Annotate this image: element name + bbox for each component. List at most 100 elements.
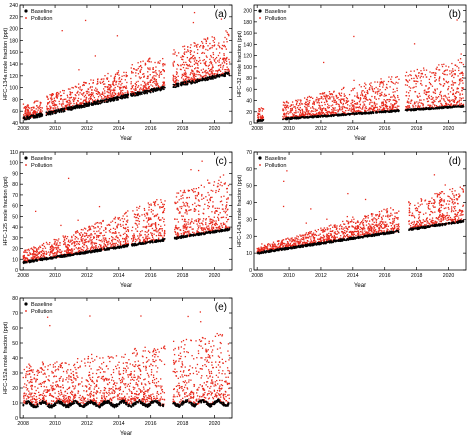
pollution-point: [432, 72, 435, 74]
pollution-point: [378, 98, 380, 100]
baseline-point: [32, 116, 35, 119]
pollution-point: [452, 89, 455, 91]
pollution-point: [106, 77, 109, 79]
pollution-point: [458, 78, 461, 81]
pollution-point: [175, 233, 177, 235]
pollution-point: [59, 241, 61, 244]
pollution-point: [298, 115, 300, 117]
pollution-point: [394, 97, 396, 99]
pollution-point: [214, 58, 217, 60]
pollution-point: [140, 84, 142, 86]
y-tick-label: 180: [243, 20, 252, 26]
pollution-point: [172, 64, 174, 66]
baseline-point: [62, 107, 64, 110]
pollution-point: [428, 97, 430, 99]
pollution-point: [173, 61, 175, 63]
pollution-point: [345, 100, 347, 102]
pollution-point: [304, 112, 307, 114]
pollution-point: [430, 95, 433, 98]
pollution-point: [115, 83, 117, 86]
pollution-point: [188, 233, 190, 235]
pollution-point: [364, 110, 366, 112]
pollution-point: [312, 107, 314, 109]
pollution-point: [75, 102, 78, 104]
pollution-point: [47, 102, 49, 104]
pollution-point: [302, 115, 305, 117]
pollution-point: [195, 67, 197, 69]
pollution-point: [258, 110, 260, 112]
pollution-point: [423, 90, 425, 92]
pollution-point: [49, 108, 51, 110]
pollution-point: [182, 215, 184, 217]
pollution-point: [226, 221, 228, 223]
baseline-point: [160, 88, 163, 91]
pollution-point: [83, 103, 85, 106]
pollution-point: [360, 94, 362, 96]
baseline-point: [321, 115, 324, 117]
pollution-point: [104, 237, 106, 239]
pollution-point: [456, 65, 458, 68]
pollution-point: [369, 83, 371, 85]
pollution-point: [228, 34, 230, 37]
pollution-point: [145, 212, 148, 214]
pollution-point: [217, 54, 220, 57]
baseline-point: [416, 108, 418, 111]
baseline-point: [390, 111, 393, 113]
pollution-point: [212, 66, 214, 68]
pollution-point: [441, 105, 443, 107]
pollution-point: [104, 86, 106, 88]
baseline-point: [101, 99, 104, 102]
pollution-point: [222, 64, 225, 67]
pollution-point: [429, 71, 431, 73]
pollution-point: [355, 107, 357, 109]
pollution-point: [162, 203, 164, 205]
pollution-point: [392, 91, 394, 93]
pollution-point: [365, 98, 367, 101]
pollution-point: [288, 116, 290, 118]
pollution-point: [457, 75, 459, 77]
y-tick-label: 240: [9, 3, 18, 9]
pollution-point: [43, 250, 45, 253]
pollution-point: [121, 82, 123, 85]
pollution-point: [26, 113, 28, 115]
pollution-point: [126, 90, 129, 92]
pollution-point: [155, 79, 157, 81]
pollution-point: [57, 91, 59, 94]
pollution-point: [176, 68, 178, 70]
pollution-point: [62, 89, 64, 92]
pollution-point: [102, 246, 104, 248]
pollution-point: [194, 202, 196, 204]
pollution-point: [226, 66, 228, 68]
pollution-point: [221, 58, 224, 60]
pollution-point: [461, 87, 464, 90]
pollution-point: [413, 77, 415, 80]
pollution-point: [118, 80, 120, 83]
pollution-point: [69, 91, 71, 93]
pollution-point: [359, 99, 362, 101]
pollution-point: [228, 69, 230, 71]
pollution-point: [174, 77, 176, 80]
pollution-point: [309, 113, 311, 115]
pollution-point: [122, 87, 124, 89]
pollution-point: [109, 93, 112, 95]
pollution-point: [328, 91, 331, 93]
axes-frame: [19, 4, 233, 124]
pollution-point: [48, 102, 50, 104]
pollution-point: [451, 80, 454, 82]
pollution-point: [95, 242, 98, 245]
pollution-point: [218, 69, 221, 71]
pollution-point: [412, 87, 414, 89]
pollution-point: [413, 86, 415, 88]
pollution-point: [91, 99, 94, 101]
pollution-point: [149, 80, 151, 82]
pollution-point: [442, 85, 444, 87]
baseline-point: [174, 86, 177, 88]
pollution-point: [119, 80, 122, 82]
pollution-point: [456, 19, 458, 21]
pollution-point: [193, 232, 196, 234]
pollution-point: [338, 108, 341, 110]
pollution-point: [144, 64, 146, 66]
pollution-point: [364, 97, 367, 100]
pollution-point: [354, 103, 356, 105]
pollution-point: [182, 201, 184, 204]
